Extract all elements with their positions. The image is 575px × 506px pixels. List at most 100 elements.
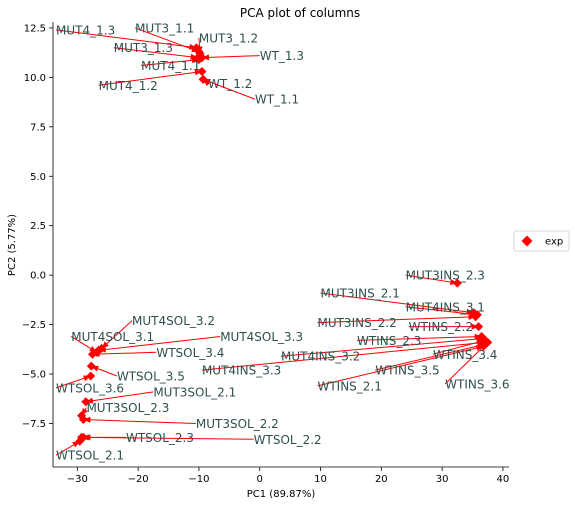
point-label: WTSOL_2.1 xyxy=(56,449,124,463)
x-tick-label: −10 xyxy=(188,474,209,485)
x-tick-label: 30 xyxy=(436,474,449,485)
annotation-arrow xyxy=(201,341,485,371)
y-tick-label: 7.5 xyxy=(30,122,46,133)
point-label: WTSOL_2.2 xyxy=(254,433,322,447)
annotation-arrow xyxy=(55,29,197,49)
annotation-arrow xyxy=(134,27,200,53)
point-label: WTINS_3.6 xyxy=(445,377,509,391)
point-label: WT_1.1 xyxy=(255,93,299,107)
data-point xyxy=(81,397,91,407)
data-point xyxy=(86,361,96,371)
data-point xyxy=(194,55,204,65)
x-tick-label: −20 xyxy=(128,474,149,485)
x-ticks: −30 −20 −10 0 10 20 30 40 xyxy=(67,467,510,485)
data-point xyxy=(483,337,493,347)
point-label: MUT4SOL_3.2 xyxy=(132,314,215,328)
point-label: MUT4_1.3 xyxy=(56,23,115,37)
y-ticks: −7.5 −5.0 −2.5 0.0 2.5 5.0 7.5 10.0 12.5 xyxy=(22,23,53,430)
annotation-arrow xyxy=(83,419,196,424)
point-label: MUT3INS_2.2 xyxy=(317,316,396,330)
point-label: WT_1.3 xyxy=(260,49,304,63)
data-point xyxy=(78,415,88,425)
annotation-arrow xyxy=(201,55,260,59)
annotation-arrow xyxy=(202,78,256,100)
data-point xyxy=(474,322,484,332)
annotation-arrow xyxy=(98,70,203,86)
data-point xyxy=(86,371,96,381)
y-tick-label: 2.5 xyxy=(30,221,46,232)
annotation-arrow xyxy=(432,339,485,355)
annotation-arrow xyxy=(405,274,458,284)
x-tick-label: 20 xyxy=(375,474,388,485)
point-label: WTINS_2.1 xyxy=(317,379,381,393)
y-tick-label: 12.5 xyxy=(24,23,46,34)
data-point xyxy=(198,74,208,84)
annotation-arrow xyxy=(405,306,478,316)
annotation-arrow xyxy=(113,47,198,59)
point-label: MUT3SOL_2.1 xyxy=(153,385,236,399)
y-axis-label: PC2 (5.77%) xyxy=(7,214,18,276)
point-label: MUT3INS_2.3 xyxy=(406,269,485,283)
y-tick-label: −5.0 xyxy=(22,370,46,381)
annotation-arrow xyxy=(85,391,154,403)
point-label: MUT4_1.2 xyxy=(99,79,158,93)
data-point xyxy=(94,345,104,355)
annotation-arrow xyxy=(444,342,489,385)
annotation-arrow xyxy=(83,436,254,440)
point-label: MUT4INS_3.2 xyxy=(281,350,360,364)
y-tick-label: −2.5 xyxy=(22,320,46,331)
x-tick-label: −30 xyxy=(67,474,88,485)
annotation-arrow xyxy=(141,59,199,67)
point-label: WTINS_3.5 xyxy=(375,364,439,378)
y-tick-label: 10.0 xyxy=(24,73,46,84)
arrow-head xyxy=(194,69,202,76)
data-point xyxy=(471,312,481,322)
point-label: MUT4_1.1 xyxy=(141,59,200,73)
chart-title: PCA plot of columns xyxy=(240,6,360,20)
point-label: MUT3_1.1 xyxy=(135,21,194,35)
point-label: WTSOL_3.4 xyxy=(156,346,224,360)
point-label: WTSOL_3.5 xyxy=(117,370,185,384)
point-label: MUT4SOL_3.1 xyxy=(71,330,154,344)
point-label: MUT3SOL_2.2 xyxy=(196,417,279,431)
data-point xyxy=(75,436,85,446)
annotation-arrow xyxy=(375,343,485,371)
annotation-arrow xyxy=(92,351,157,355)
annotation-arrow xyxy=(98,335,221,351)
x-tick-label: 0 xyxy=(257,474,263,485)
annotation-arrow xyxy=(356,335,482,341)
x-tick-label: 40 xyxy=(497,474,510,485)
x-tick-label: 10 xyxy=(314,474,327,485)
annotation-arrow xyxy=(317,316,476,324)
annotation-arrow xyxy=(317,345,484,387)
point-label: MUT4INS_3.1 xyxy=(406,300,485,314)
point-label: MUT4SOL_3.3 xyxy=(220,330,303,344)
point-label: WTINS_3.4 xyxy=(433,348,497,362)
annotation-arrow xyxy=(280,337,484,357)
y-tick-label: 5.0 xyxy=(30,172,46,183)
point-label: WTSOL_3.6 xyxy=(56,381,124,395)
legend[interactable]: exp xyxy=(513,230,570,252)
point-label: WTINS_2.3 xyxy=(357,334,421,348)
legend-entry-exp: exp xyxy=(545,237,563,248)
y-tick-label: −7.5 xyxy=(22,419,46,430)
point-label: MUT3INS_2.1 xyxy=(321,286,400,300)
point-label: WT_1.2 xyxy=(208,77,252,91)
point-label: MUT3_1.3 xyxy=(114,41,173,55)
annotation-arrow xyxy=(320,292,474,314)
x-axis-label: PC1 (89.87%) xyxy=(247,489,316,500)
points-layer xyxy=(75,43,493,446)
point-label: WTSOL_2.3 xyxy=(126,431,194,445)
point-label: MUT3_1.2 xyxy=(199,31,258,45)
point-label: WTINS_2.2 xyxy=(409,320,473,334)
labels-layer: MUT4_1.3 MUT3_1.1 MUT3_1.2 MUT3_1.3 WT_1.3 MU… xyxy=(56,21,510,462)
data-point xyxy=(452,278,462,288)
data-point xyxy=(197,66,207,76)
axes-layer xyxy=(52,22,509,468)
point-label: MUT4INS_3.3 xyxy=(202,364,281,378)
data-point xyxy=(88,349,98,359)
legend-box xyxy=(513,230,570,252)
point-label: MUT3SOL_2.3 xyxy=(86,401,169,415)
legend-marker xyxy=(521,235,533,247)
